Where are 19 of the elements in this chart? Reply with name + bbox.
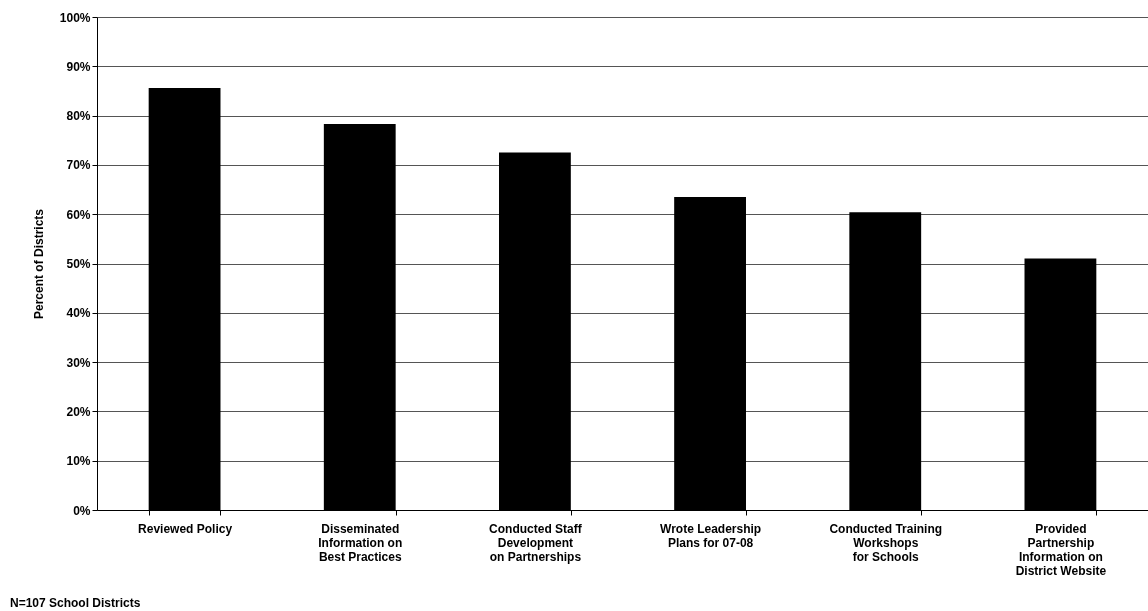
y-axis-title: Percent of Districts: [31, 208, 46, 320]
y-tick-label: 20%: [66, 404, 91, 419]
y-tick-label: 30%: [66, 355, 91, 370]
y-tick-label: 40%: [66, 306, 91, 321]
y-tick-label: 80%: [66, 109, 91, 124]
text: N=107 School Districts: [10, 596, 141, 610]
y-tick-label: 70%: [66, 158, 91, 173]
y-tick-label: 60%: [66, 207, 91, 222]
x-tick-label: Provided Partnership Information on District Website: [1015, 521, 1107, 578]
y-tick-label: 100%: [59, 10, 91, 25]
y-tick-label: 10%: [66, 454, 91, 469]
x-tick-label: Conducted Training Workshops for Schools: [829, 521, 943, 564]
x-tick-label: Conducted Staff Development on Partnerships: [489, 521, 583, 564]
x-tick-label: Reviewed Policy: [138, 521, 233, 536]
x-tick-label: Disseminated Information on Best Practices: [318, 521, 403, 564]
x-tick-label: Wrote Leadership Plans for 07-08: [660, 521, 762, 550]
y-tick-label: 50%: [66, 257, 91, 271]
y-tick-label: 90%: [66, 59, 91, 74]
y-tick-label: 0%: [73, 503, 91, 518]
